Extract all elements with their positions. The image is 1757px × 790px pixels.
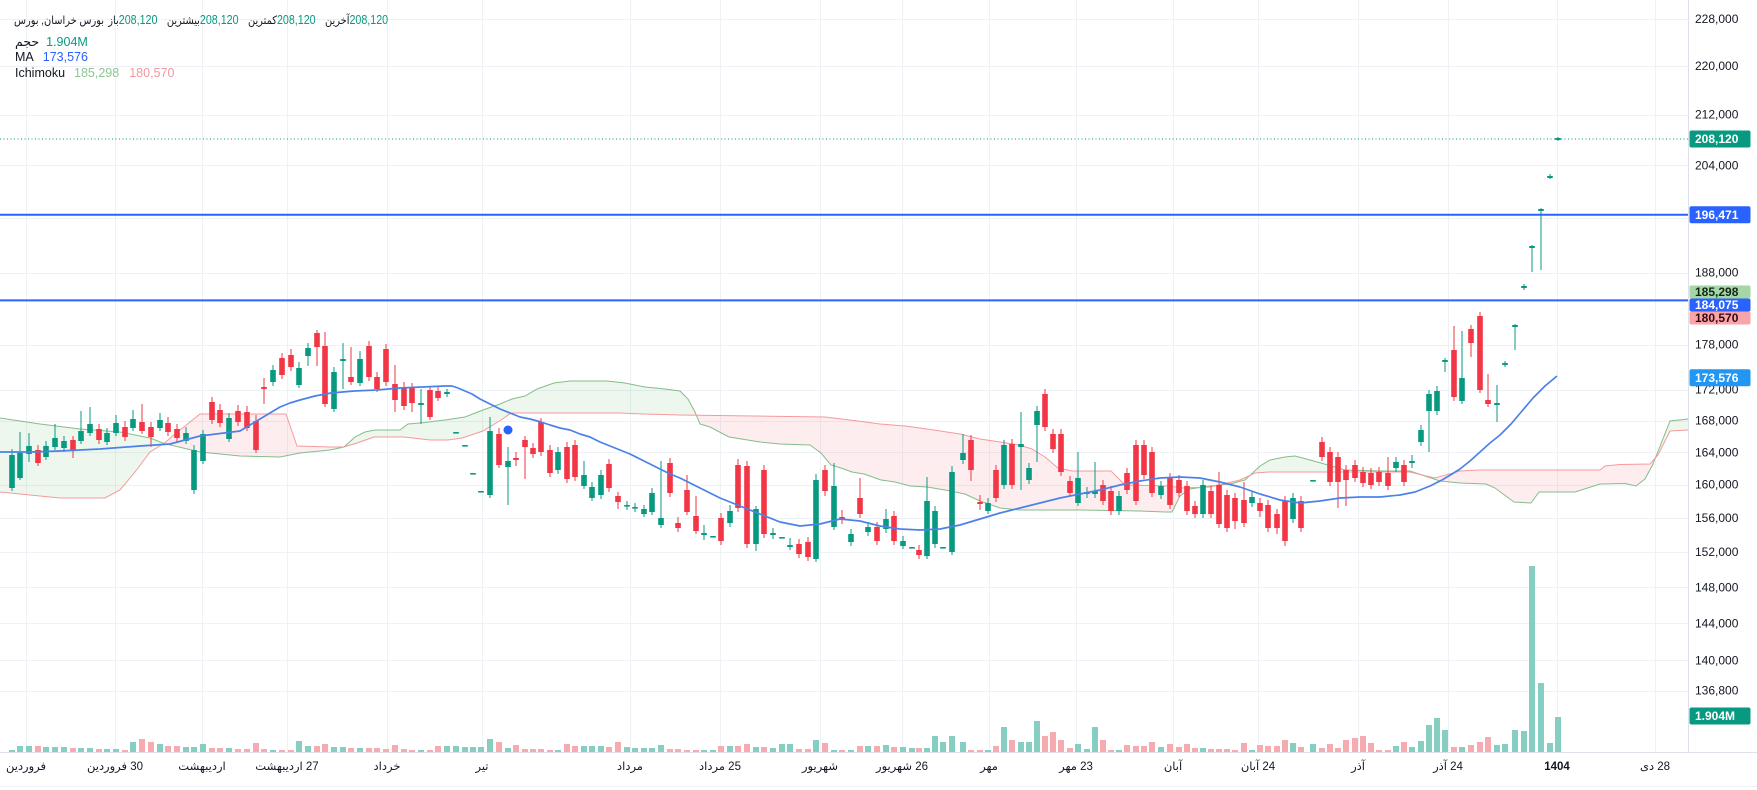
svg-text:220,000: 220,000 [1695, 59, 1739, 73]
svg-text:152,000: 152,000 [1695, 545, 1739, 559]
svg-text:28 دی: 28 دی [1640, 761, 1670, 773]
svg-text:156,000: 156,000 [1695, 511, 1739, 525]
svg-text:164,000: 164,000 [1695, 445, 1739, 459]
svg-text:شهریور: شهریور [801, 761, 838, 774]
svg-text:144,000: 144,000 [1695, 616, 1739, 630]
svg-text:24 آذر: 24 آذر [1432, 759, 1463, 774]
svg-text:فروردین: فروردین [6, 761, 46, 774]
svg-text:26 شهریور: 26 شهریور [875, 761, 928, 774]
svg-text:30 فروردین: 30 فروردین [87, 761, 143, 774]
svg-text:مرداد: مرداد [617, 761, 643, 774]
svg-text:خرداد: خرداد [374, 761, 401, 774]
svg-text:196,471: 196,471 [1695, 208, 1739, 222]
svg-text:168,000: 168,000 [1695, 414, 1739, 428]
svg-text:25 مرداد: 25 مرداد [699, 761, 741, 774]
svg-text:180,570: 180,570 [1695, 311, 1739, 325]
svg-text:140,000: 140,000 [1695, 653, 1739, 667]
svg-text:مهر: مهر [979, 761, 998, 774]
svg-text:188,000: 188,000 [1695, 266, 1739, 280]
svg-text:23 مهر: 23 مهر [1058, 761, 1093, 774]
svg-text:24 آبان: 24 آبان [1241, 759, 1276, 773]
svg-text:آبان: آبان [1164, 759, 1183, 773]
svg-text:27 اردیبهشت: 27 اردیبهشت [255, 761, 318, 774]
svg-text:178,000: 178,000 [1695, 338, 1739, 352]
svg-text:212,000: 212,000 [1695, 108, 1739, 122]
svg-text:تیر: تیر [474, 761, 488, 774]
svg-text:184,075: 184,075 [1695, 298, 1739, 312]
svg-text:173,576: 173,576 [1695, 371, 1739, 385]
svg-text:208,120: 208,120 [1695, 132, 1739, 146]
svg-text:148,000: 148,000 [1695, 580, 1739, 594]
svg-text:آذر: آذر [1350, 759, 1366, 774]
svg-text:136,800: 136,800 [1695, 684, 1739, 698]
svg-text:1.904M: 1.904M [1695, 709, 1735, 723]
svg-text:204,000: 204,000 [1695, 158, 1739, 172]
svg-text:228,000: 228,000 [1695, 12, 1739, 26]
svg-text:اردیبهشت: اردیبهشت [178, 761, 225, 774]
svg-text:185,298: 185,298 [1695, 285, 1739, 299]
svg-text:1404: 1404 [1544, 761, 1570, 773]
svg-text:160,000: 160,000 [1695, 478, 1739, 492]
